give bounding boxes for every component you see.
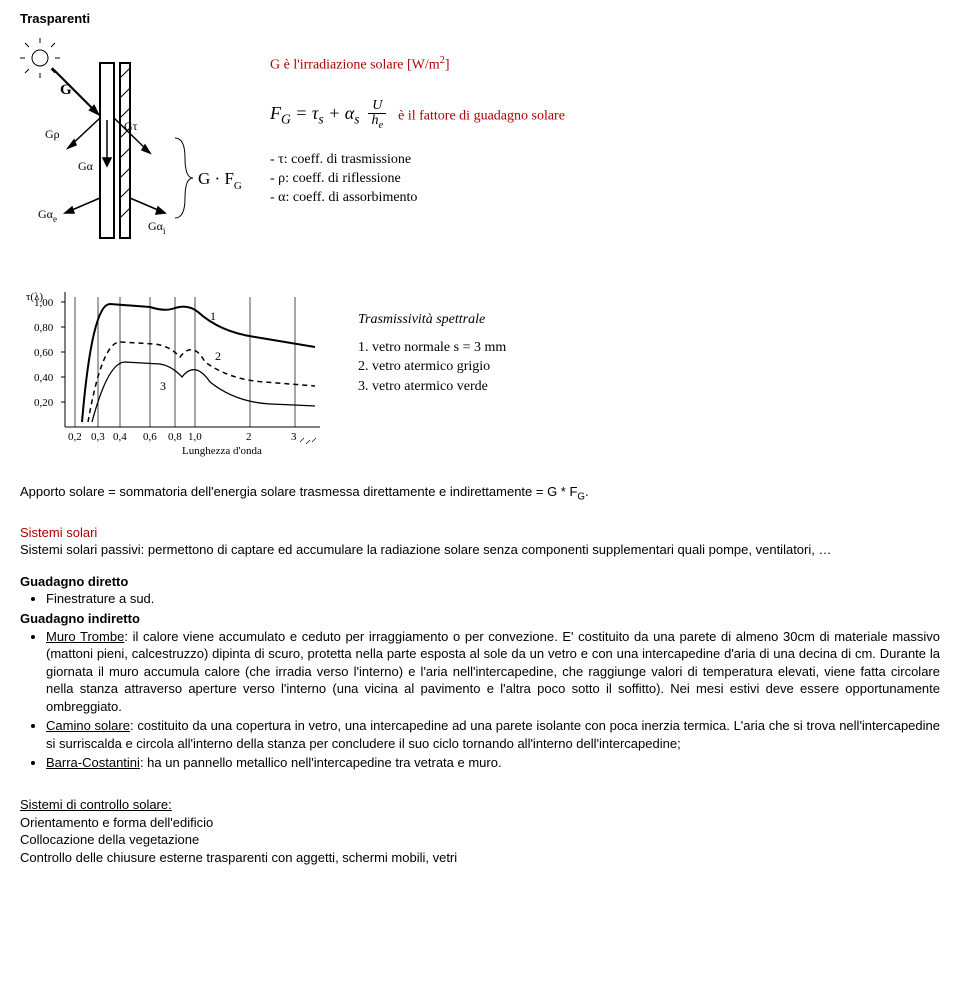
svg-text:Gαe: Gαe [38,207,57,224]
controllo-item-3: Controllo delle chiusure esterne traspar… [20,849,940,867]
gi-item-camino: Camino solare: costituito da una copertu… [46,717,940,752]
coef-tau: - τ: coeff. di trasmissione [270,151,940,170]
gi-label-barra: Barra-Costantini [46,755,140,770]
gi-item-barra: Barra-Costantini: ha un pannello metalli… [46,754,940,772]
chart-legend: Trasmissività spettrale 1. vetro normale… [358,310,506,396]
svg-text:0,3: 0,3 [91,431,105,443]
controllo-block: Sistemi di controllo solare: Orientament… [20,796,940,866]
svg-text:0,4: 0,4 [113,431,127,443]
svg-text:Gρ: Gρ [45,127,60,141]
legend-title: Trasmissività spettrale [358,310,506,330]
svg-text:Gτ: Gτ [124,119,138,133]
svg-text:Gα: Gα [78,159,94,173]
legend-item-3: 3. vetro atermico verde [358,377,506,397]
guadagno-indiretto-block: Guadagno indiretto Muro Trombe: il calor… [20,610,940,772]
svg-text:0,6: 0,6 [143,431,157,443]
apporto-line: Apporto solare = sommatoria dell'energia… [20,483,940,504]
spectral-chart: τ(λ) 1,00 0,80 0,60 0,40 0,20 [20,282,340,457]
svg-text:0,40: 0,40 [34,372,54,384]
gi-label-camino: Camino solare [46,718,130,733]
svg-text:2: 2 [246,431,252,443]
coeff-list: - τ: coeff. di trasmissione - ρ: coeff. … [270,151,940,208]
legend-item-1: 1. vetro normale s = 3 mm [358,338,506,358]
diagram-row: G Gρ Gτ Gα Gαe [20,38,940,263]
coef-alpha: - α: coeff. di assorbimento [270,189,940,208]
legend-item-2: 2. vetro atermico grigio [358,357,506,377]
svg-text:0,2: 0,2 [68,431,82,443]
guadagno-diretto-block: Guadagno diretto Finestrature a sud. [20,573,940,608]
controllo-title: Sistemi di controllo solare: [20,796,940,814]
page-title: Trasparenti [20,10,940,28]
gi-label-trombe: Muro Trombe [46,629,124,644]
svg-text:1,00: 1,00 [34,297,54,309]
svg-text:3: 3 [291,431,297,443]
svg-text:0,80: 0,80 [34,322,54,334]
controllo-item-2: Collocazione della vegetazione [20,831,940,849]
sistemi-solari-block: Sistemi solari Sistemi solari passivi: p… [20,524,940,559]
def-g-line: G è l'irradiazione solare [W/m2] [270,54,940,76]
wall-diagram: G Gρ Gτ Gα Gαe [20,38,250,263]
svg-text:G: G [60,82,72,98]
svg-text:3: 3 [160,379,166,393]
svg-text:1: 1 [210,309,216,323]
fg-formula: FG = τs + αs Uhe è il fattore di guadagn… [270,99,940,131]
svg-text:0,8: 0,8 [168,431,182,443]
coef-rho: - ρ: coeff. di riflessione [270,170,940,189]
controllo-item-1: Orientamento e forma dell'edificio [20,814,940,832]
gi-item-trombe: Muro Trombe: il calore viene accumulato … [46,628,940,716]
guadagno-diretto-title: Guadagno diretto [20,573,940,591]
svg-text:1,0: 1,0 [188,431,202,443]
svg-text:2: 2 [215,349,221,363]
definitions-block: G è l'irradiazione solare [W/m2] FG = τs… [270,38,940,263]
sistemi-solari-title: Sistemi solari [20,524,940,542]
spectral-chart-row: τ(λ) 1,00 0,80 0,60 0,40 0,20 [20,282,940,457]
svg-text:Gαi: Gαi [148,219,166,236]
svg-text:0,60: 0,60 [34,347,54,359]
sistemi-solari-passivi: Sistemi solari passivi: permettono di ca… [20,541,940,559]
gd-item: Finestrature a sud. [46,590,940,608]
svg-text:Lunghezza d'onda: Lunghezza d'onda [182,445,262,457]
svg-text:0,20: 0,20 [34,397,54,409]
svg-text:G · FG: G · FG [198,169,242,192]
guadagno-indiretto-title: Guadagno indiretto [20,610,940,628]
